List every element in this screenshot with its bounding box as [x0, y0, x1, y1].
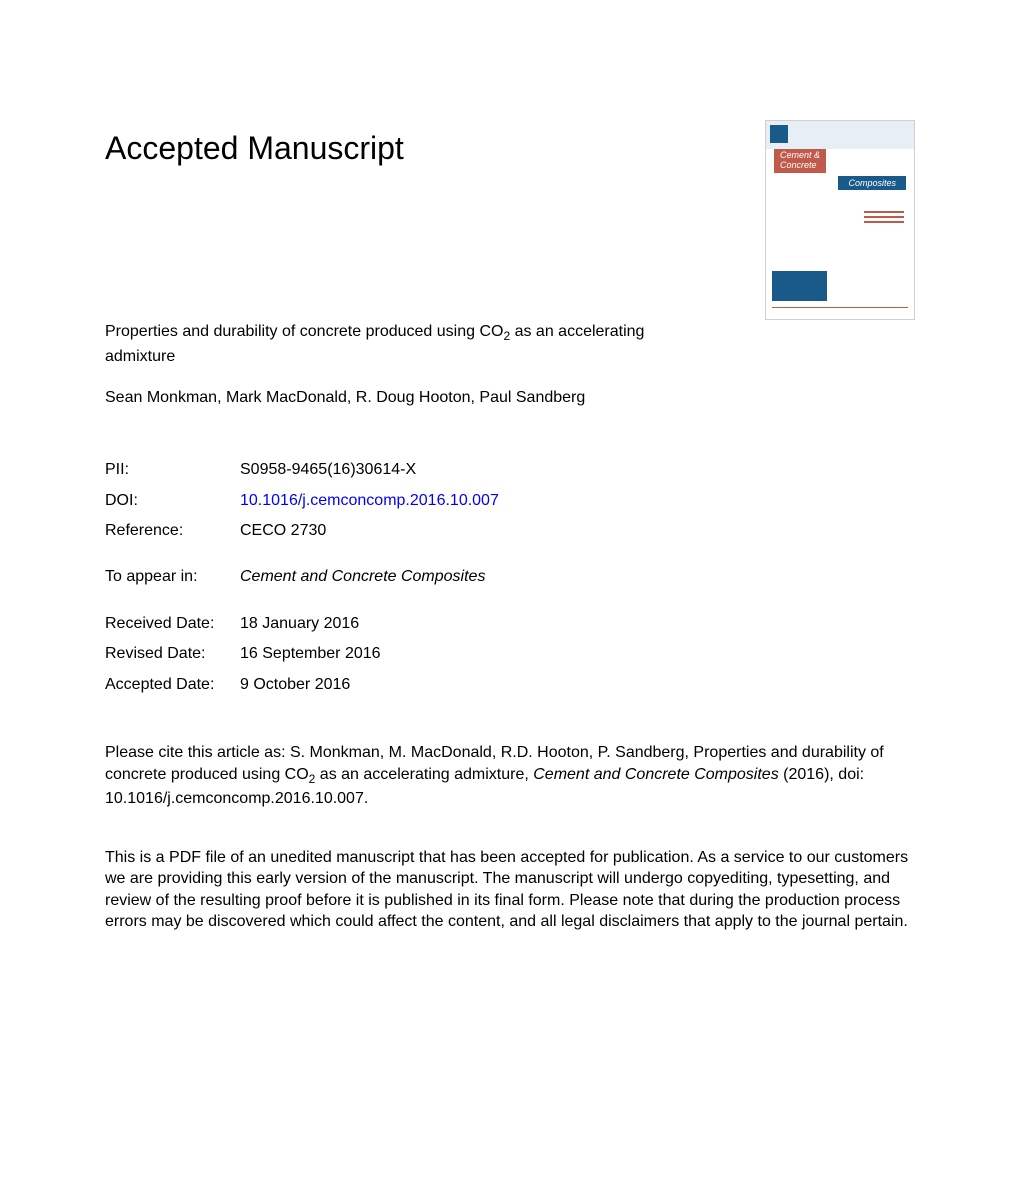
meta-row-accepted: Accepted Date: 9 October 2016: [105, 670, 915, 700]
cover-title-line1: Cement &Concrete: [774, 149, 826, 173]
article-title: Properties and durability of concrete pr…: [105, 320, 665, 369]
accepted-label: Accepted Date:: [105, 670, 240, 700]
reference-label: Reference:: [105, 516, 240, 546]
page-heading: Accepted Manuscript: [105, 130, 404, 167]
publisher-logo-icon: [770, 125, 788, 143]
meta-row-appear: To appear in: Cement and Concrete Compos…: [105, 562, 915, 592]
cover-decorative-lines: [864, 211, 904, 226]
meta-row-reference: Reference: CECO 2730: [105, 516, 915, 546]
cover-footer-line: [772, 307, 908, 313]
revised-label: Revised Date:: [105, 639, 240, 669]
meta-row-doi: DOI: 10.1016/j.cemconcomp.2016.10.007: [105, 486, 915, 516]
journal-cover-thumbnail: Cement &Concrete Composites: [765, 120, 915, 320]
revised-value: 16 September 2016: [240, 639, 381, 669]
pii-value: S0958-9465(16)30614-X: [240, 455, 416, 485]
pii-label: PII:: [105, 455, 240, 485]
citation-text: Please cite this article as: S. Monkman,…: [105, 742, 915, 811]
received-label: Received Date:: [105, 609, 240, 639]
appear-value: Cement and Concrete Composites: [240, 562, 485, 592]
appear-label: To appear in:: [105, 562, 240, 592]
doi-link[interactable]: 10.1016/j.cemconcomp.2016.10.007: [240, 486, 499, 516]
meta-row-received: Received Date: 18 January 2016: [105, 609, 915, 639]
meta-row-pii: PII: S0958-9465(16)30614-X: [105, 455, 915, 485]
cover-info-box: [772, 271, 827, 301]
meta-row-revised: Revised Date: 16 September 2016: [105, 639, 915, 669]
disclaimer-text: This is a PDF file of an unedited manusc…: [105, 847, 915, 933]
received-value: 18 January 2016: [240, 609, 359, 639]
cover-title-line2: Composites: [838, 176, 906, 190]
metadata-table: PII: S0958-9465(16)30614-X DOI: 10.1016/…: [105, 455, 915, 700]
doi-label: DOI:: [105, 486, 240, 516]
reference-value: CECO 2730: [240, 516, 326, 546]
cover-header-bar: [766, 121, 914, 149]
accepted-value: 9 October 2016: [240, 670, 350, 700]
authors-list: Sean Monkman, Mark MacDonald, R. Doug Ho…: [105, 389, 915, 407]
